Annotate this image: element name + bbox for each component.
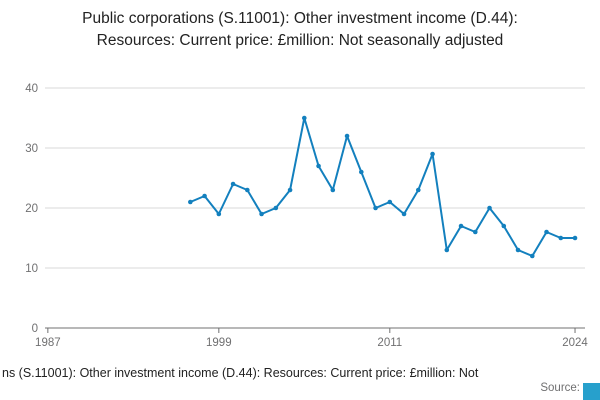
data-point — [273, 205, 279, 211]
data-point — [373, 205, 378, 211]
data-point — [359, 169, 364, 175]
data-point — [529, 253, 535, 259]
data-point — [430, 151, 435, 157]
data-point — [387, 199, 393, 205]
data-point — [415, 187, 421, 193]
data-point — [344, 133, 350, 139]
data-line — [189, 117, 577, 257]
y-tick-label: 40 — [25, 83, 38, 95]
data-point — [287, 187, 293, 193]
data-point — [330, 187, 336, 193]
y-tick-label: 0 — [32, 323, 38, 335]
data-point — [544, 229, 549, 235]
data-point — [401, 211, 407, 217]
data-point — [188, 199, 193, 205]
logo-square-icon — [583, 383, 600, 400]
x-tick-label: 2011 — [377, 337, 402, 349]
y-tick-label: 10 — [25, 263, 38, 275]
data-point — [230, 181, 236, 187]
data-point — [202, 193, 207, 199]
data-point — [487, 205, 492, 211]
data-point — [572, 235, 578, 241]
source-label: Source: — [540, 382, 580, 394]
data-point — [302, 115, 307, 121]
data-point — [216, 211, 222, 217]
data-point — [501, 223, 507, 229]
chart-title: Public corporations (S.11001): Other inv… — [82, 10, 518, 49]
x-tick-label: 1999 — [206, 337, 232, 349]
data-point — [558, 235, 564, 241]
data-point — [515, 247, 521, 253]
footer-caption: ns (S.11001): Other investment income (D… — [2, 366, 479, 380]
x-tick-label: 1987 — [35, 337, 61, 349]
data-point — [472, 229, 478, 235]
x-tick-label: 2024 — [562, 337, 588, 349]
y-tick-label: 20 — [25, 203, 38, 215]
data-point — [444, 247, 450, 253]
y-tick-label: 30 — [25, 143, 38, 155]
data-point — [316, 163, 321, 169]
data-point — [259, 211, 264, 217]
data-point — [458, 223, 464, 229]
data-point — [245, 187, 250, 193]
